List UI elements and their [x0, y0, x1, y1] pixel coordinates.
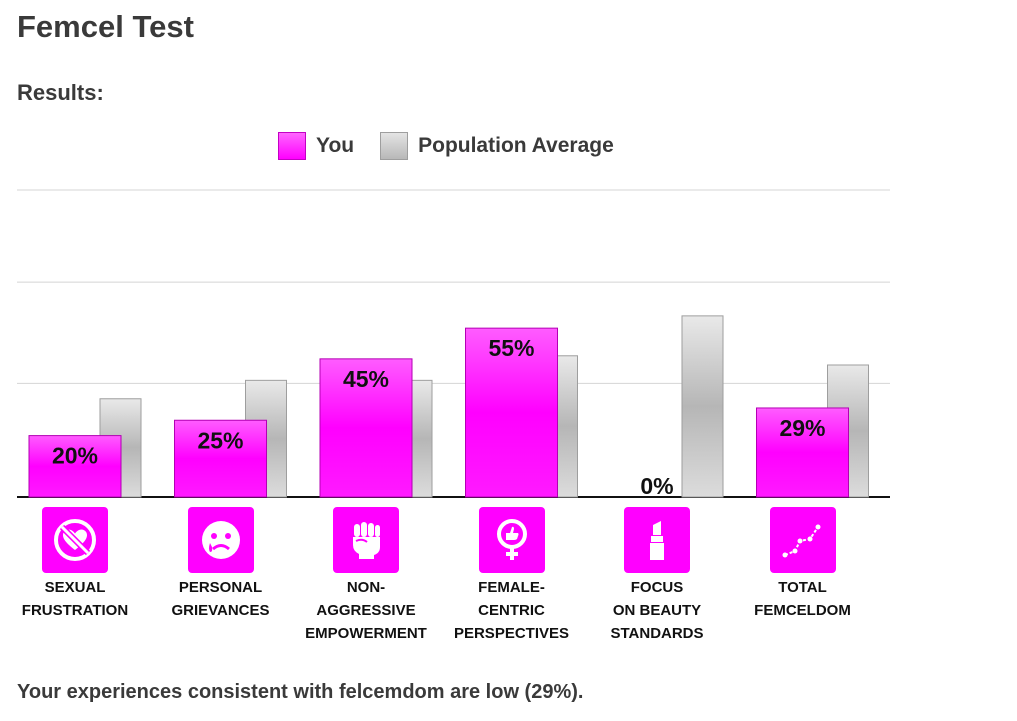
category-label: NON- AGGRESSIVE EMPOWERMENT: [291, 576, 441, 645]
category-label-line: FRUSTRATION: [21, 602, 129, 619]
category-label: PERSONAL GRIEVANCES: [146, 576, 296, 622]
category-label-line: EMPOWERMENT: [305, 625, 427, 642]
category-label-line: TOTAL: [778, 579, 827, 596]
category-label-line: STANDARDS: [610, 625, 704, 642]
legend-label-average: Population Average: [418, 134, 614, 157]
category-label-line: FEMALE-: [478, 579, 545, 596]
legend-label-you: You: [316, 134, 355, 157]
no-heart-icon: [42, 507, 108, 573]
category-label: FOCUS ON BEAUTY STANDARDS: [582, 576, 732, 645]
bar-you: [28, 435, 122, 498]
category-label-line: FEMCELDOM: [754, 602, 851, 619]
category-label-line: CENTRIC: [478, 602, 545, 619]
chart-legend: You Population Average: [278, 132, 640, 160]
bar-value-label: 45%: [343, 366, 389, 392]
results-summary: Your experiences consistent with felcemd…: [17, 681, 584, 703]
bar-you: [465, 327, 558, 498]
bar-value-label: 29%: [779, 415, 825, 441]
category-label-line: SEXUAL: [44, 579, 106, 596]
legend-item-you: You: [278, 132, 354, 160]
raised-fist-icon: [333, 507, 399, 573]
bar-value-label: 0%: [640, 473, 673, 499]
female-symbol-thumbs-up-icon: [478, 507, 545, 573]
legend-swatch-you: [278, 132, 306, 160]
lipstick-icon: [624, 507, 690, 573]
page-title: Femcel Test: [17, 9, 194, 44]
results-label: Results:: [17, 80, 104, 105]
category-label-line: FOCUS: [630, 579, 684, 596]
category-label: SEXUAL FRUSTRATION: [0, 576, 150, 622]
crying-face-icon: [187, 507, 254, 573]
bar-value-label: 55%: [488, 335, 534, 361]
bar-population-average: [681, 315, 724, 498]
bar-you: [174, 419, 267, 498]
category-label: TOTAL FEMCELDOM: [728, 576, 878, 622]
bar-you: [756, 407, 849, 498]
legend-item-average: Population Average: [380, 132, 614, 160]
legend-swatch-average: [380, 132, 409, 160]
category-label: FEMALE- CENTRIC PERSPECTIVES: [437, 576, 587, 645]
category-label-line: NON-: [346, 579, 386, 596]
category-label-line: ON BEAUTY: [612, 602, 702, 619]
line-chart-icon: [769, 507, 836, 573]
category-label-line: AGGRESSIVE: [316, 602, 416, 619]
category-label-line: PERSPECTIVES: [453, 625, 570, 642]
bar-value-label: 20%: [52, 443, 98, 469]
bar-value-label: 25%: [197, 427, 243, 453]
category-label-line: GRIEVANCES: [171, 602, 270, 619]
category-label-line: PERSONAL: [178, 579, 263, 596]
bar-you: [319, 358, 413, 498]
